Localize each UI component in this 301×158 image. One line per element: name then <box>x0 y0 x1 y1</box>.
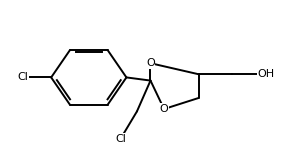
Text: O: O <box>146 58 155 68</box>
Text: OH: OH <box>257 69 275 79</box>
Text: Cl: Cl <box>115 134 126 144</box>
Text: O: O <box>160 104 169 114</box>
Text: Cl: Cl <box>18 72 29 82</box>
